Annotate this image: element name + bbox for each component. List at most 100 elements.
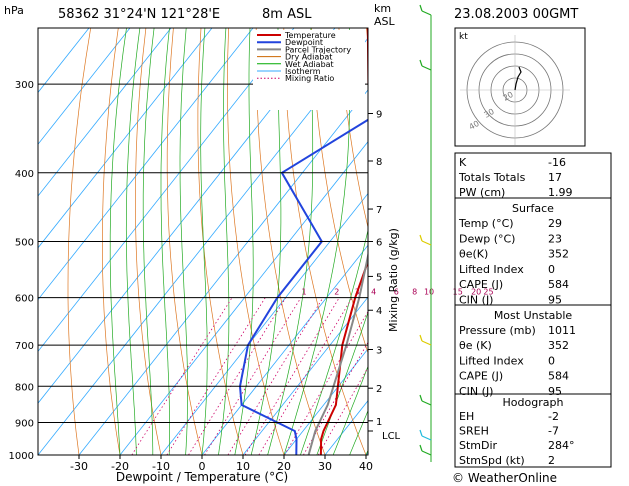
surface-row-label: θe(K): [459, 248, 488, 261]
unstable-row-value: 584: [548, 370, 569, 383]
surface-row-value: 95: [548, 294, 562, 307]
pressure-tick-label: 700: [15, 341, 34, 352]
wet-adiabat-line: [283, 28, 351, 455]
surface-row-label: Lifted Index: [459, 263, 524, 276]
mixing-ratio-line: [204, 297, 302, 455]
isotherm-line: [38, 28, 172, 197]
legend-entry: Isotherm: [285, 67, 321, 76]
hodograph-trace: [514, 66, 522, 91]
wind-barb: [421, 340, 432, 346]
mixing-ratio-label: 1: [301, 288, 306, 297]
legend-entry: Wet Adiabat: [285, 60, 334, 69]
wet-adiabat-line: [160, 28, 170, 455]
mixing-ratio-label: 8: [412, 288, 417, 297]
wet-adiabat-line: [234, 28, 254, 455]
lcl-label: LCL: [382, 431, 401, 442]
isotherm-line: [242, 296, 368, 455]
dry-adiabat-line: [227, 28, 285, 455]
dry-adiabat-line: [197, 28, 244, 455]
height-tick-label: 1: [376, 417, 382, 428]
isotherm-line: [38, 28, 131, 145]
height-tick-label: 2: [376, 384, 382, 395]
most-unstable-title: Most Unstable: [494, 309, 573, 322]
unstable-row-value: 352: [548, 339, 569, 352]
unstable-row-label: Pressure (mb): [459, 324, 536, 337]
dry-adiabat-line: [102, 28, 121, 455]
legend-entry: Dry Adiabat: [285, 53, 332, 62]
wind-barb: [421, 10, 432, 16]
hodograph-ring-label: 40: [468, 119, 481, 132]
wet-adiabat-line: [332, 365, 368, 455]
wind-barb-flag: [419, 394, 423, 402]
datetime-label: 23.08.2003 00GMT: [454, 7, 578, 22]
wet-adiabat-line: [125, 28, 141, 455]
x-tick-label: 30: [318, 460, 332, 473]
mixing-ratio-line: [188, 297, 287, 455]
hodograph-row-label: SREH: [459, 425, 489, 438]
pressure-tick-label: 500: [15, 238, 34, 249]
wind-barb: [421, 450, 432, 456]
wind-barbs: [419, 4, 432, 462]
wind-barb: [421, 65, 432, 71]
surface-row-value: 29: [548, 217, 562, 230]
dry-adiabat-line: [338, 28, 368, 229]
wet-adiabat-line: [200, 28, 208, 455]
wind-barb-flag: [419, 4, 423, 12]
height-tick-label: 5: [376, 272, 382, 283]
unstable-row-value: 95: [548, 385, 562, 398]
table-frame: [454, 152, 612, 468]
pressure-tick-label: 400: [15, 169, 34, 180]
wet-adiabat-line: [300, 228, 368, 455]
unstable-row-label: CAPE (J): [459, 370, 503, 383]
mixing-ratio-label: 10: [424, 288, 434, 297]
surface-row-value: 352: [548, 248, 569, 261]
index-value: 17: [548, 171, 562, 184]
surface-row-value: 0: [548, 263, 555, 276]
wet-adiabat-line: [179, 28, 188, 455]
index-label: PW (cm): [459, 186, 505, 199]
plot-axes: 300 400 500 600 700 800 900 1000 -30 -20 -10 0 10 20 3…: [9, 27, 401, 473]
x-tick-label: 20: [277, 460, 291, 473]
hodograph-row-label: StmSpd (kt): [459, 454, 525, 467]
dry-adiabat-line: [587, 28, 629, 455]
pressure-tick-label: 1000: [9, 451, 34, 462]
wet-adiabat-line: [142, 28, 155, 455]
mixing-ratio-line: [244, 297, 340, 455]
dry-adiabat-line: [615, 28, 629, 455]
series-line-temperature: [319, 28, 368, 455]
unstable-row-label: Lifted Index: [459, 354, 524, 367]
wet-adiabat-line: [109, 28, 127, 455]
wet-adiabat-line: [349, 409, 368, 455]
wind-barb-flag: [419, 444, 423, 452]
index-label: Totals Totals: [458, 171, 526, 184]
mixing-ratio-axis-label: Mixing Ratio (g/kg): [387, 228, 400, 332]
index-value: -16: [548, 156, 566, 169]
height-unit-asl: ASL: [374, 15, 396, 28]
surface-row-value: 584: [548, 278, 569, 291]
hodograph-row-value: 284°: [548, 439, 575, 452]
x-tick-label: -30: [70, 460, 88, 473]
hodograph-ring-label: 20: [502, 90, 515, 103]
dry-adiabat-line: [67, 28, 92, 455]
legend-entry: Parcel Trajectory: [285, 45, 351, 54]
legend-entry: Mixing Ratio: [285, 74, 334, 83]
dry-adiabat-line: [135, 28, 162, 455]
x-tick-label: -10: [152, 460, 170, 473]
mixing-ratio-label: 2: [334, 288, 339, 297]
wind-barb-flag: [419, 334, 423, 342]
surface-title: Surface: [512, 202, 554, 215]
surface-row-value: 23: [548, 232, 562, 245]
wet-adiabat-line: [218, 28, 230, 455]
mixing-ratio-line: [258, 297, 353, 455]
x-axis-label: Dewpoint / Temperature (°C): [116, 470, 288, 484]
height-tick-label: 3: [376, 346, 382, 357]
surface-row-label: CAPE (J): [459, 278, 503, 291]
copyright-label: © WeatherOnline: [452, 471, 557, 485]
x-tick-label: 0: [199, 460, 206, 473]
dry-adiabat-line: [283, 28, 367, 455]
wind-barb: [421, 240, 432, 246]
wind-barb: [421, 435, 432, 441]
height-tick-label: 7: [376, 205, 382, 216]
